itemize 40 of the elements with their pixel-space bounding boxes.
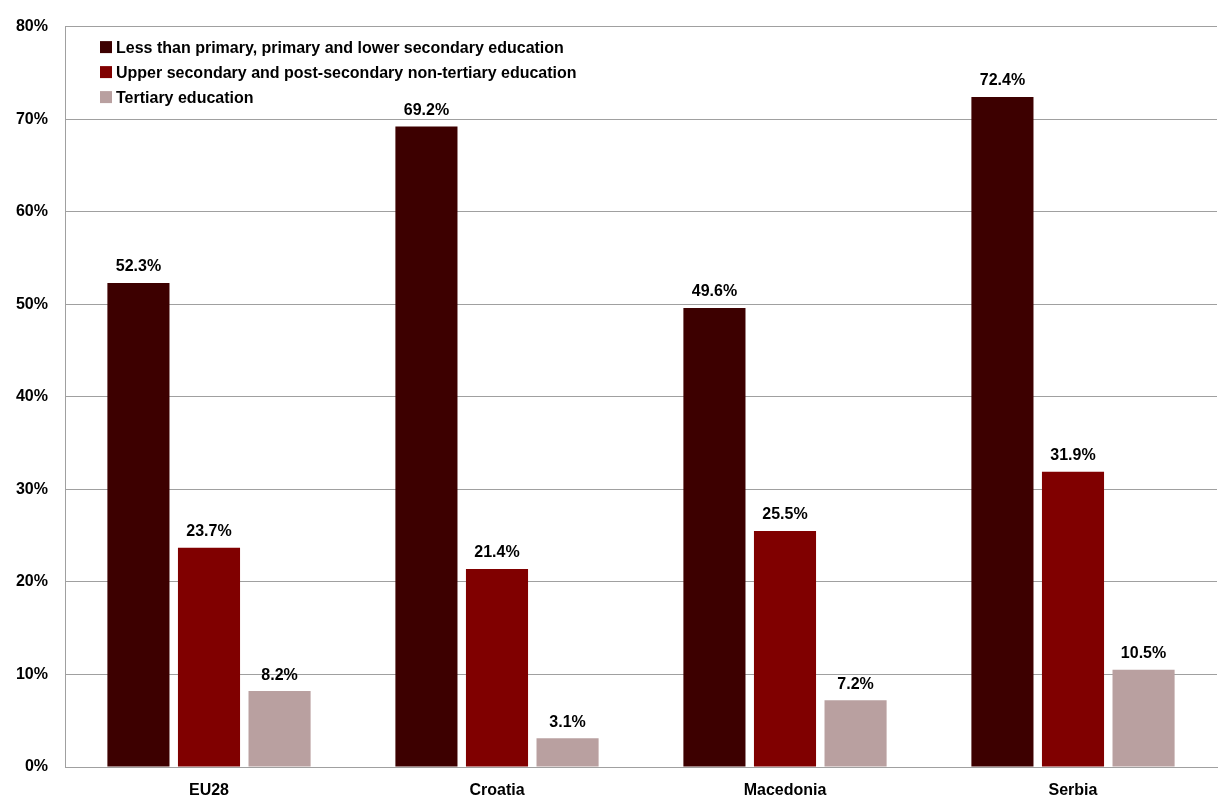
data-label: 21.4% — [474, 543, 520, 561]
x-tick-label: Macedonia — [743, 781, 827, 799]
legend-label: Tertiary education — [116, 88, 254, 106]
y-tick-label: 0% — [24, 757, 48, 775]
bar — [1041, 471, 1105, 767]
bar — [683, 307, 746, 767]
bar — [465, 568, 529, 767]
bar — [1112, 669, 1175, 767]
data-label: 52.3% — [115, 257, 162, 275]
data-label: 31.9% — [1050, 446, 1096, 464]
bar — [536, 738, 599, 767]
data-label: 8.2% — [261, 665, 298, 683]
data-label: 10.5% — [1120, 644, 1167, 662]
x-tick-label: Serbia — [1048, 781, 1098, 799]
data-label: 3.1% — [549, 712, 586, 730]
bar — [248, 691, 311, 767]
y-tick-label: 50% — [15, 294, 48, 312]
y-tick-label: 80% — [15, 17, 48, 35]
y-tick-label: 60% — [15, 202, 48, 220]
data-label: 7.2% — [837, 674, 874, 692]
y-tick-label: 10% — [15, 664, 48, 682]
x-tick-label: EU28 — [188, 781, 230, 799]
x-tick-label: Croatia — [469, 781, 525, 799]
bar — [824, 700, 887, 767]
y-tick-label: 40% — [15, 387, 48, 405]
data-label: 49.6% — [691, 282, 738, 300]
bar — [177, 547, 241, 767]
data-label: 23.7% — [186, 522, 232, 540]
data-label: 25.5% — [762, 505, 808, 523]
legend-label: Less than primary, primary and lower secondary education — [116, 38, 564, 56]
legend-label: Upper secondary and post-secondary non-tertiary education — [116, 63, 577, 81]
bar — [395, 126, 458, 767]
bar — [753, 531, 817, 767]
bar — [107, 282, 170, 767]
bar — [971, 96, 1034, 767]
y-tick-label: 30% — [15, 479, 48, 497]
y-tick-label: 20% — [15, 572, 48, 590]
y-tick-label: 70% — [15, 109, 48, 127]
data-label: 69.2% — [403, 100, 450, 118]
data-label: 72.4% — [979, 71, 1026, 89]
